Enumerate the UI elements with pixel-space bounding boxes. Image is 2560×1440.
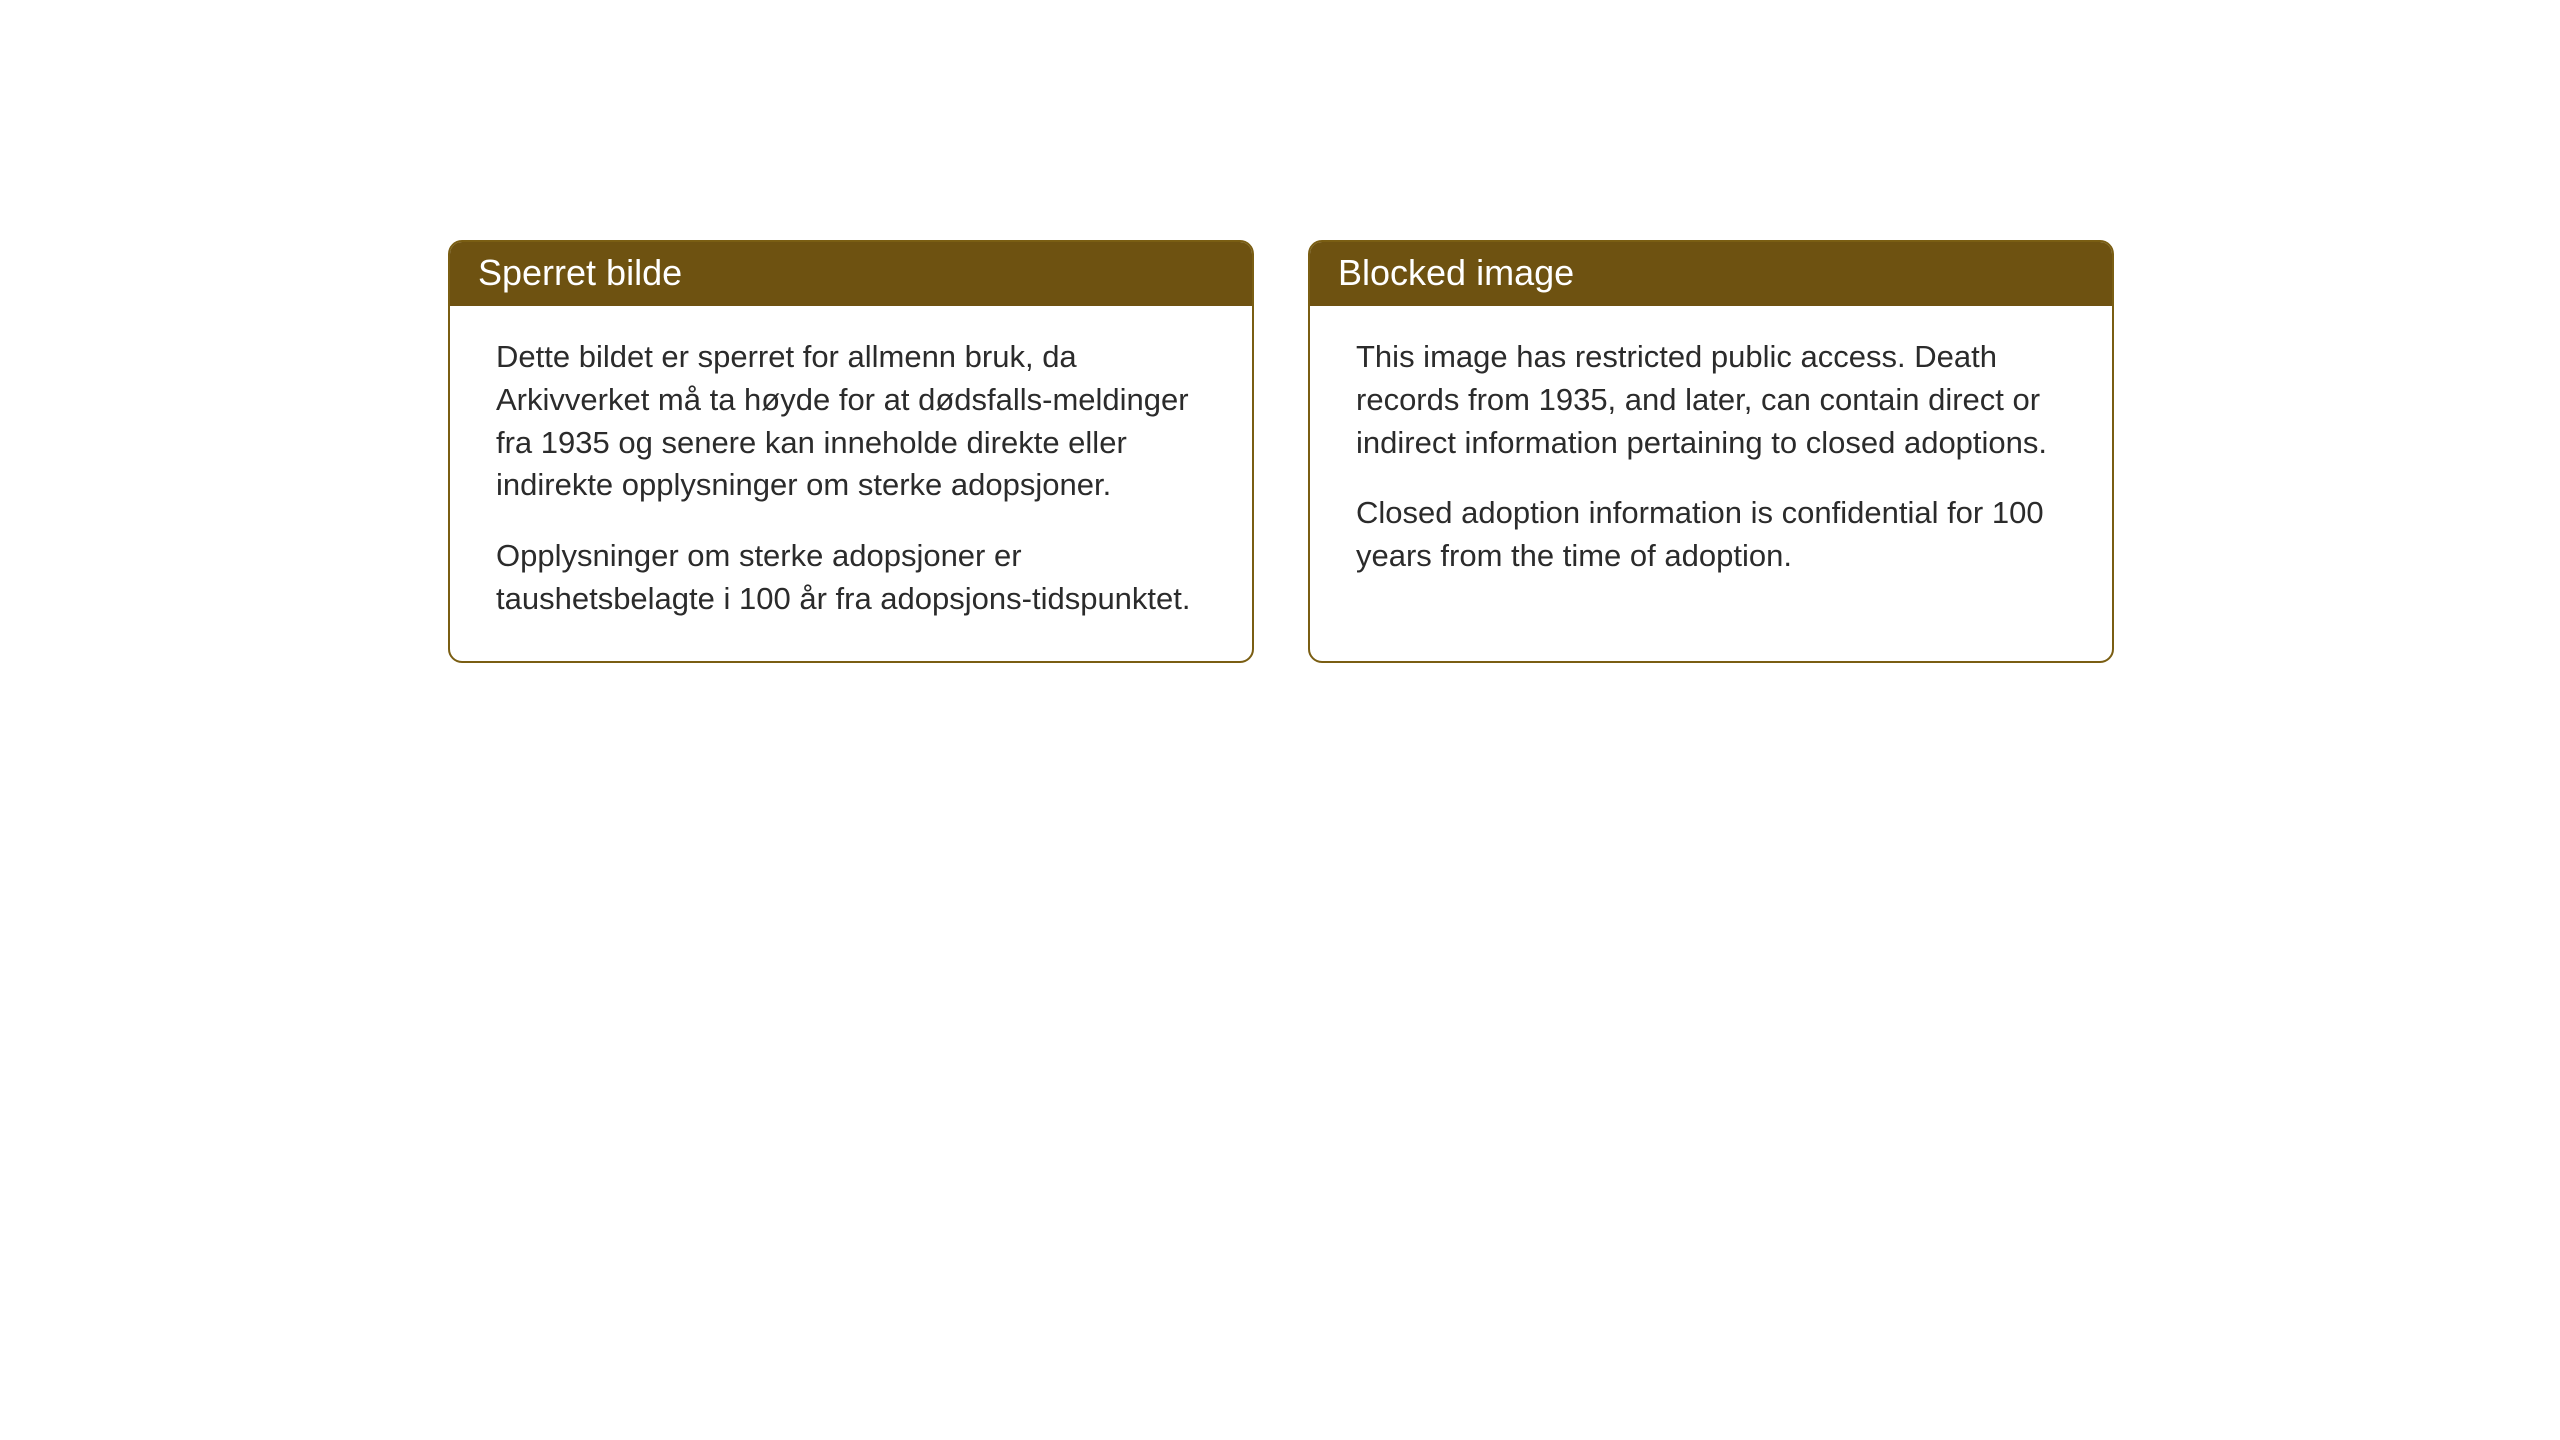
notice-paragraph: Dette bildet er sperret for allmenn bruk… [496, 336, 1206, 507]
notice-card-english: Blocked image This image has restricted … [1308, 240, 2114, 663]
notice-body-norwegian: Dette bildet er sperret for allmenn bruk… [450, 306, 1252, 661]
notice-paragraph: This image has restricted public access.… [1356, 336, 2066, 464]
notice-container: Sperret bilde Dette bildet er sperret fo… [448, 240, 2114, 663]
notice-paragraph: Closed adoption information is confident… [1356, 492, 2066, 578]
notice-body-english: This image has restricted public access.… [1310, 306, 2112, 618]
notice-header-norwegian: Sperret bilde [450, 242, 1252, 306]
notice-card-norwegian: Sperret bilde Dette bildet er sperret fo… [448, 240, 1254, 663]
notice-paragraph: Opplysninger om sterke adopsjoner er tau… [496, 535, 1206, 621]
notice-header-english: Blocked image [1310, 242, 2112, 306]
